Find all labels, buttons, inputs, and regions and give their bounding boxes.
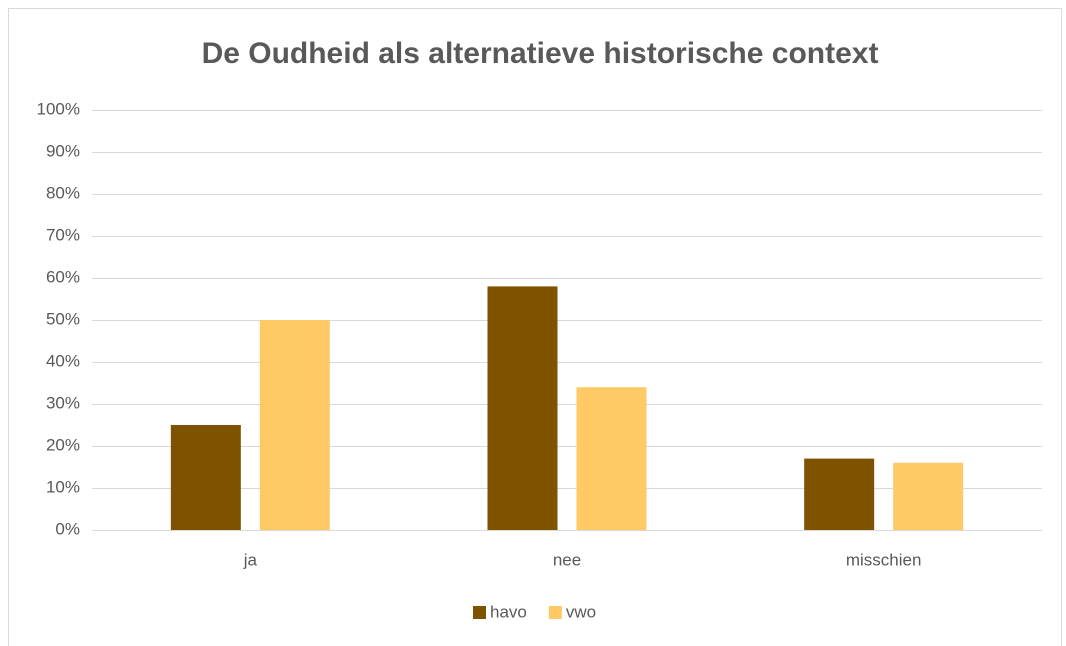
legend-swatch: [473, 606, 486, 619]
x-tick-label: ja: [243, 550, 258, 569]
y-tick-label: 10%: [46, 477, 80, 496]
y-tick-label: 50%: [46, 309, 80, 328]
bar: [170, 425, 241, 530]
y-tick-label: 0%: [55, 519, 80, 538]
bar: [259, 320, 330, 530]
legend-swatch: [548, 606, 562, 619]
y-tick-label: 70%: [46, 225, 80, 244]
bar: [576, 387, 647, 530]
y-tick-label: 40%: [46, 351, 80, 370]
y-tick-label: 30%: [46, 393, 80, 412]
y-tick-label: 90%: [46, 141, 80, 160]
y-tick-label: 100%: [37, 99, 80, 118]
bar: [893, 462, 964, 530]
legend-label: havo: [490, 602, 527, 621]
x-tick-label: nee: [553, 550, 581, 569]
bar: [487, 286, 558, 530]
legend-label: vwo: [566, 602, 596, 621]
y-tick-label: 80%: [46, 183, 80, 202]
x-tick-label: misschien: [846, 550, 922, 569]
y-tick-label: 20%: [46, 435, 80, 454]
bar: [804, 458, 875, 530]
y-tick-label: 60%: [46, 267, 80, 286]
chart-title: De Oudheid als alternatieve historische …: [202, 37, 879, 70]
